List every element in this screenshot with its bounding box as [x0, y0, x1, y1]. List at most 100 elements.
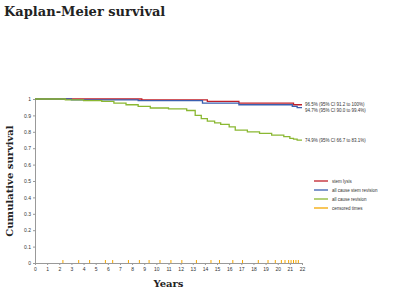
- tick: 7: [119, 263, 122, 272]
- legend-swatch: [314, 180, 328, 181]
- censored-mark: [181, 260, 182, 263]
- tick-label: 0: [28, 260, 31, 266]
- censored-mark: [291, 260, 292, 263]
- legend: stem lysis all cause stem revision all cau…: [314, 179, 378, 211]
- censored-mark: [219, 260, 220, 263]
- censored-mark: [281, 260, 282, 263]
- censored-mark: [275, 260, 276, 263]
- censored-mark: [89, 260, 90, 263]
- y-axis: 00.10.20.30.40.50.60.70.80.91: [24, 96, 35, 266]
- tick: 11: [166, 263, 171, 272]
- annotation: 94.7% (95% CI 90.0 to 99.4%): [305, 108, 366, 113]
- tick-mark: [33, 263, 35, 264]
- tick: 21: [288, 263, 294, 272]
- y-axis-title: Cumulative survival: [4, 125, 15, 237]
- survival-line: [35, 99, 302, 140]
- tick-label: 0.6: [24, 162, 31, 168]
- legend-label: all cause revision: [332, 197, 367, 202]
- annotation: 96.5% (95% CI 91.2 to 100%): [305, 102, 365, 107]
- tick: 0.8: [24, 129, 35, 135]
- tick-label: 18: [251, 266, 257, 272]
- tick: 1: [28, 96, 35, 102]
- censored-mark: [295, 260, 296, 263]
- tick: 9: [143, 263, 146, 272]
- plot: 01234567891011121314151617181920212200.1…: [24, 96, 366, 271]
- tick: 14: [203, 263, 209, 272]
- tick-mark: [33, 148, 35, 149]
- censored-mark: [78, 260, 79, 263]
- censored-mark: [242, 260, 243, 263]
- tick-label: 0.7: [24, 145, 31, 151]
- tick: 0.1: [24, 244, 35, 250]
- tick: 12: [178, 263, 184, 272]
- tick: 10: [154, 263, 160, 272]
- tick-mark: [33, 99, 35, 100]
- tick: 20: [275, 263, 281, 272]
- tick-mark: [33, 214, 35, 215]
- tick: 4: [83, 263, 86, 272]
- tick-label: 12: [178, 266, 184, 272]
- legend-swatch: [314, 207, 328, 208]
- axis-line: [33, 100, 36, 264]
- tick-label: 0: [34, 266, 37, 272]
- legend-item: censored times: [314, 206, 363, 211]
- censored-mark: [293, 260, 294, 263]
- tick: 0.2: [24, 227, 35, 233]
- censored-mark: [128, 260, 129, 263]
- censored-mark: [170, 260, 171, 263]
- legend-swatch: [314, 189, 328, 190]
- censored-mark: [285, 260, 286, 263]
- tick-label: 21: [288, 266, 294, 272]
- legend-item: all cause revision: [314, 197, 367, 202]
- tick-mark: [33, 165, 35, 166]
- tick-mark: [33, 181, 35, 182]
- censored-mark: [258, 260, 259, 263]
- tick: 0.9: [24, 113, 35, 119]
- tick-label: 4: [83, 266, 86, 272]
- tick-mark: [33, 197, 35, 198]
- tick-label: 11: [166, 266, 171, 272]
- marks: [35, 99, 302, 263]
- annotation: 74.9% (95% CI 66.7 to 83.1%): [305, 138, 366, 143]
- tick-label: 1: [46, 266, 49, 272]
- tick: 18: [251, 263, 257, 272]
- tick-mark: [33, 132, 35, 133]
- tick-label: 2: [58, 266, 61, 272]
- tick: 0.7: [24, 145, 35, 151]
- censored-mark: [105, 260, 106, 263]
- tick-label: 8: [131, 266, 134, 272]
- censored-mark: [288, 260, 289, 263]
- tick-label: 0.9: [24, 113, 31, 119]
- tick: 6: [107, 263, 110, 272]
- tick-label: 19: [263, 266, 269, 272]
- tick: 16: [227, 263, 233, 272]
- censored-mark: [139, 260, 140, 263]
- tick: 5: [95, 263, 98, 272]
- censored-mark: [112, 260, 113, 263]
- legend-swatch: [314, 198, 328, 199]
- tick: 8: [131, 263, 134, 272]
- tick-label: 7: [119, 266, 122, 272]
- tick-label: 0.4: [24, 195, 31, 201]
- tick: 2: [58, 263, 61, 272]
- tick-mark: [33, 230, 35, 231]
- tick: 3: [71, 263, 74, 272]
- x-axis-title: Years: [152, 278, 183, 289]
- tick-label: 10: [154, 266, 160, 272]
- tick: 13: [190, 263, 196, 272]
- tick-label: 5: [95, 266, 98, 272]
- tick-label: 0.5: [24, 178, 31, 184]
- censored-mark: [149, 260, 150, 263]
- tick: 0.5: [24, 178, 35, 184]
- legend-item: stem lysis: [314, 179, 353, 184]
- censored-mark: [268, 260, 269, 263]
- censored-mark: [210, 260, 211, 263]
- censored-marks: [63, 260, 298, 263]
- legend-label: stem lysis: [332, 179, 353, 184]
- censored-mark: [62, 260, 63, 263]
- title: Kaplan-Meier survival: [4, 4, 165, 19]
- tick-label: 22: [300, 266, 306, 272]
- tick-label: 14: [203, 266, 209, 272]
- legend-item: all cause stem revision: [314, 188, 378, 193]
- censored-mark: [160, 260, 161, 263]
